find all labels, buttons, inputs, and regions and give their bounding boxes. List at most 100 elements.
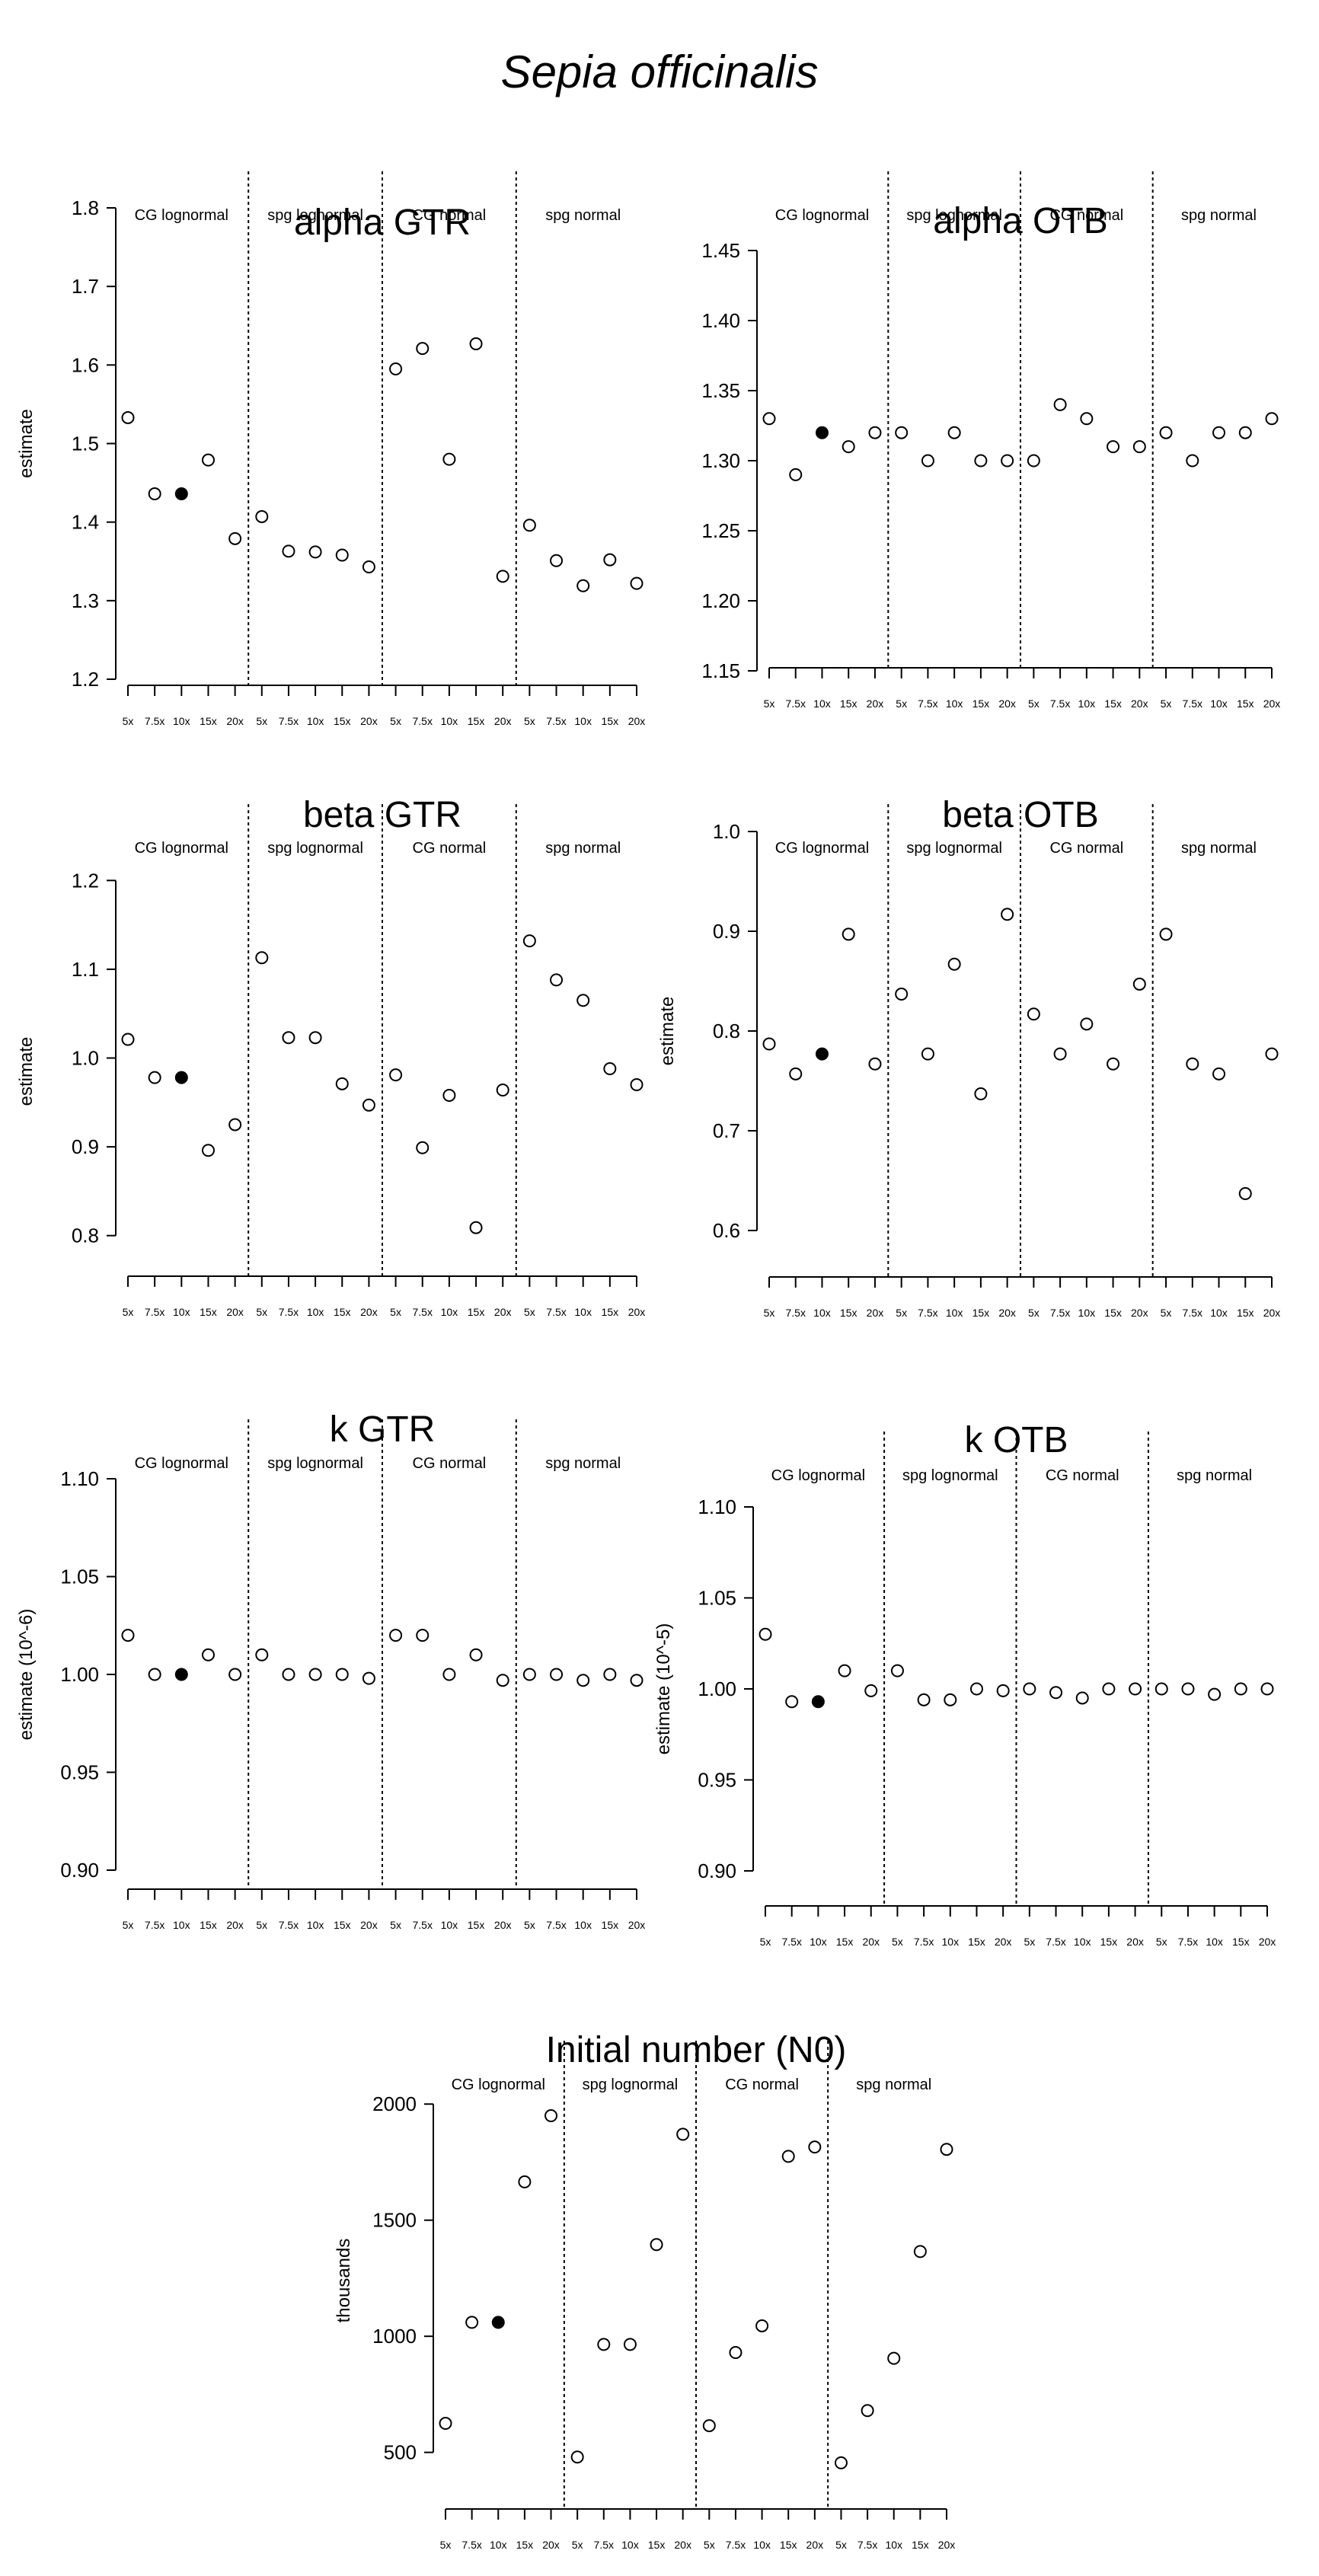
x-tick-label: 10x [946,697,963,710]
x-tick-label: 15x [602,715,619,727]
y-tick-label: 0.6 [713,1219,740,1242]
x-tick-label: 5x [256,1306,267,1318]
group-label: spg normal [545,1455,621,1472]
data-point [201,453,215,467]
data-point [496,1674,509,1687]
data-point [868,1057,882,1071]
x-tick-label: 10x [946,1307,963,1319]
data-point [1265,1047,1279,1061]
data-point [762,1037,776,1051]
data-point [442,452,456,466]
data-point [789,1067,803,1081]
group-label: spg normal [545,840,621,857]
data-point [917,1693,931,1706]
data-point [921,454,934,468]
x-tick-label: 15x [200,715,217,727]
data-point [282,544,295,558]
group-label: CG lognormal [775,840,869,857]
group-label: spg normal [1181,840,1257,857]
data-point [362,1098,375,1112]
data-point [630,1077,644,1091]
x-tick-label: 20x [1263,697,1281,710]
data-point-highlighted [174,1668,188,1681]
data-point [335,1077,349,1090]
x-tick-label: 7.5x [918,1307,937,1319]
data-point [1107,1057,1120,1071]
x-tick-label: 7.5x [145,1306,164,1318]
data-point [570,2450,584,2464]
x-tick-label: 5x [390,715,401,727]
y-tick-label: 1.6 [72,353,99,376]
data-point-highlighted [174,1071,188,1084]
x-tick-label: 5x [704,2539,715,2551]
data-point [1023,1682,1036,1696]
x-tick-label: 7.5x [918,697,937,710]
data-point [550,554,564,567]
x-tick-label: 20x [1131,697,1148,710]
y-tick-label: 0.9 [713,920,740,943]
y-tick-label: 1.05 [698,1587,736,1610]
data-point [389,362,403,375]
group-label: spg lognormal [267,1455,363,1472]
data-point [597,2338,611,2351]
data-point [1053,1047,1067,1061]
x-tick-label: 7.5x [546,1919,566,1931]
x-tick-label: 5x [1028,697,1040,710]
x-tick-label: 7.5x [145,1919,164,1931]
data-point [255,1648,269,1661]
data-point-highlighted [174,487,188,501]
data-point-highlighted [491,2316,505,2329]
x-tick-label: 20x [226,1919,244,1931]
x-tick-label: 10x [441,1306,458,1318]
data-point [442,1668,456,1681]
data-point [1080,1017,1094,1031]
data-point [335,548,349,562]
group-label: CG lognormal [135,1455,228,1472]
data-point [308,1031,322,1045]
data-point [785,1695,799,1709]
data-point [996,1684,1010,1697]
x-tick-label: 10x [942,1936,960,1948]
x-tick-label: 15x [972,1307,990,1319]
y-tick-label: 1.45 [701,239,740,262]
group-label: CG normal [725,2076,799,2093]
y-tick-label: 1.2 [72,869,99,892]
x-tick-label: 7.5x [594,2539,614,2551]
x-tick-label: 15x [602,1306,619,1318]
chart-title: Initial number (N0) [546,2030,847,2070]
x-tick-label: 15x [1104,1307,1122,1319]
data-point [702,2419,716,2433]
data-point-highlighted [815,426,829,439]
y-tick-label: 1.3 [72,589,99,612]
data-point [389,1068,403,1082]
group-label: CG lognormal [771,1467,865,1484]
data-point [389,1629,403,1642]
x-tick-label: 10x [1078,1307,1096,1319]
x-tick-label: 20x [360,1919,378,1931]
group-label: CG lognormal [452,2076,545,2093]
data-point [121,1629,135,1642]
data-point [439,2417,452,2431]
group-label: CG normal [1046,1467,1119,1484]
y-tick-label: 1.1 [72,958,99,981]
group-label: spg lognormal [906,207,1002,224]
data-point [496,1083,509,1096]
x-tick-label: 10x [1078,697,1096,710]
x-tick-label: 5x [764,697,775,710]
data-point [759,1627,772,1641]
data-point [921,1047,934,1061]
data-point [1212,426,1226,439]
data-point [148,1071,161,1084]
data-point [1159,927,1173,941]
x-tick-label: 20x [806,2539,824,2551]
data-point [469,1221,483,1234]
y-axis-label: estimate (10^-5) [653,1623,674,1755]
data-point [201,1648,215,1661]
x-tick-label: 10x [1206,1936,1223,1948]
data-point [442,1088,456,1102]
y-tick-label: 0.7 [713,1119,740,1142]
y-tick-label: 1.15 [701,659,740,682]
y-axis-label: estimate (10^-6) [16,1609,37,1741]
